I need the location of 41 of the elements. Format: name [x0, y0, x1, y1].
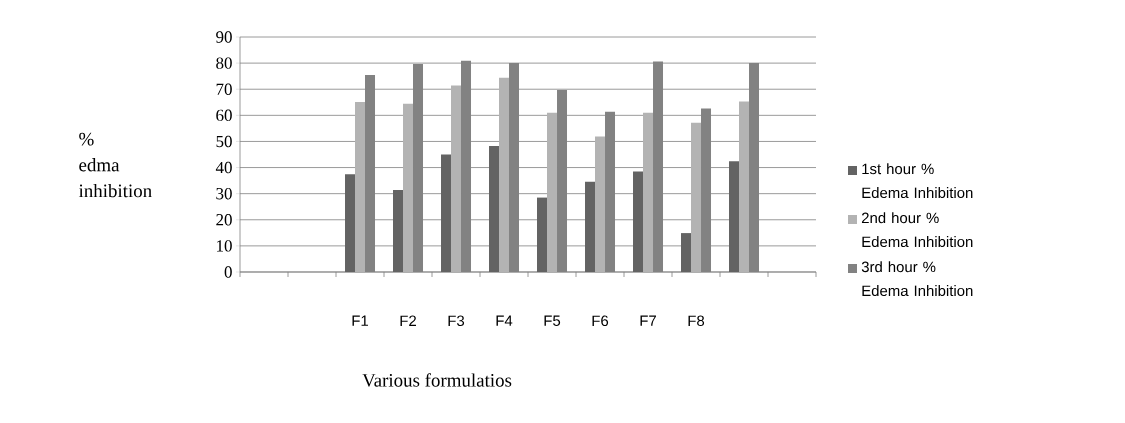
y-tick-label: 50 [216, 135, 232, 148]
y-tick-label: 40 [215, 161, 232, 174]
x-tick-label: F2 [400, 315, 416, 326]
x-tick-label: F5 [544, 315, 561, 326]
y-tick-label: 0 [224, 266, 232, 278]
legend-label: 3rd hour % Edema Inhibition [861, 261, 973, 297]
bar [537, 197, 548, 272]
bar [633, 171, 644, 272]
y-tick-label: 70 [216, 83, 232, 95]
x-tick-label: F6 [592, 315, 609, 327]
bar [499, 77, 510, 272]
bar [595, 136, 606, 272]
x-tick-label: F8 [688, 315, 705, 327]
bar [441, 154, 452, 272]
y-tick-label: 30 [216, 187, 232, 200]
y-tick-label: 20 [216, 214, 232, 226]
bar [681, 233, 692, 272]
bar [355, 102, 366, 272]
y-tick-label: 10 [217, 240, 232, 252]
bar [451, 85, 462, 272]
x-tick-label: F3 [448, 315, 465, 327]
x-tick-label: F1 [352, 315, 368, 326]
bar [489, 145, 500, 272]
legend-label: 2nd hour % Edema Inhibition [861, 212, 973, 248]
bar [393, 190, 404, 272]
bar [585, 181, 596, 272]
bar [643, 112, 654, 272]
x-tick-label: F7 [640, 315, 656, 326]
bar [403, 103, 414, 272]
bar [729, 161, 740, 272]
bar [739, 101, 750, 272]
y-tick-label: 90 [216, 31, 232, 43]
y-tick-label: 80 [216, 57, 232, 69]
y-axis-title: % edma inhibition [78, 132, 152, 198]
bar [547, 112, 558, 272]
legend-label: 1st hour % Edema Inhibition [862, 163, 973, 199]
y-tick-label: 60 [216, 109, 232, 122]
bar [691, 122, 702, 272]
x-axis-title: Various formulatios [362, 373, 512, 387]
bar [345, 174, 356, 272]
x-tick-label: F4 [496, 315, 513, 326]
